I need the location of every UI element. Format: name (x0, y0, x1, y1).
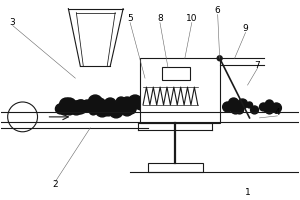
Circle shape (59, 98, 74, 112)
Circle shape (95, 103, 109, 117)
Circle shape (126, 104, 136, 114)
Text: 4: 4 (274, 108, 280, 117)
Circle shape (260, 103, 268, 111)
Circle shape (121, 97, 133, 109)
Circle shape (109, 104, 119, 114)
Circle shape (135, 98, 147, 110)
Circle shape (120, 98, 134, 112)
Circle shape (223, 102, 232, 112)
Text: 3: 3 (10, 18, 16, 27)
Circle shape (63, 103, 75, 115)
Text: 5: 5 (127, 14, 133, 23)
Text: 7: 7 (255, 61, 260, 70)
Circle shape (272, 103, 281, 113)
Circle shape (263, 103, 273, 113)
Circle shape (92, 98, 106, 112)
Circle shape (266, 106, 272, 112)
Circle shape (247, 102, 253, 108)
Text: 9: 9 (243, 24, 248, 33)
Bar (148, 163, 203, 171)
Circle shape (104, 98, 116, 110)
Circle shape (103, 102, 111, 110)
Circle shape (101, 102, 115, 116)
Circle shape (105, 100, 111, 106)
Circle shape (109, 104, 123, 118)
Circle shape (69, 101, 83, 115)
Circle shape (231, 105, 237, 111)
Circle shape (217, 56, 222, 61)
Text: 10: 10 (186, 14, 198, 23)
Circle shape (101, 104, 107, 110)
Circle shape (128, 95, 142, 109)
Circle shape (229, 98, 238, 108)
Circle shape (72, 102, 78, 108)
Circle shape (56, 104, 65, 114)
Text: 6: 6 (215, 6, 220, 15)
Circle shape (231, 104, 241, 114)
Text: 8: 8 (157, 14, 163, 23)
Circle shape (81, 106, 87, 112)
Circle shape (89, 107, 97, 115)
Circle shape (238, 99, 248, 109)
Circle shape (236, 106, 244, 114)
Text: 1: 1 (245, 188, 250, 197)
Circle shape (75, 100, 87, 112)
Circle shape (88, 95, 102, 109)
Circle shape (59, 105, 69, 115)
Circle shape (116, 97, 126, 107)
Text: 2: 2 (52, 180, 58, 189)
Circle shape (74, 100, 87, 114)
Circle shape (81, 100, 93, 112)
Circle shape (266, 100, 273, 108)
Bar (140, 58, 220, 123)
Circle shape (62, 98, 76, 112)
Circle shape (250, 106, 259, 114)
Bar (162, 67, 190, 80)
Circle shape (266, 106, 273, 114)
Circle shape (114, 106, 120, 112)
Circle shape (121, 104, 133, 116)
